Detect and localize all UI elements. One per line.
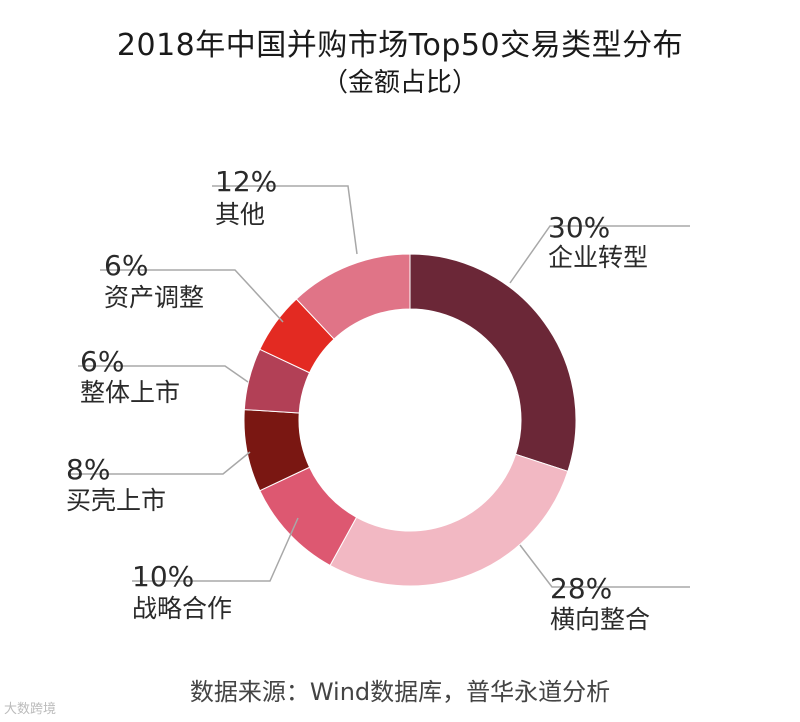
slice-category-label: 整体上市 [80,378,180,407]
donut-slice-2 [329,453,569,587]
leader-line-7 [212,185,358,255]
slice-category-label: 战略合作 [132,594,232,623]
leader-line-6 [100,269,284,323]
slice-percent-label: 10% [132,560,194,593]
slice-percent-label: 8% [66,453,110,486]
leader-line-3 [132,517,299,582]
leader-line-4 [70,451,251,475]
slice-percent-label: 28% [550,572,612,605]
slice-percent-label: 6% [104,249,148,282]
chart-subtitle: （金额占比） [321,68,478,98]
slice-category-label: 其他 [215,200,265,229]
chart-title: 2018年中国并购市场Top50交易类型分布 [116,28,684,63]
watermark: 大数跨境 [4,702,57,717]
leader-line-5 [78,365,249,383]
slice-category-label: 买壳上市 [66,486,166,515]
slice-category-label: 资产调整 [104,283,204,312]
slice-percent-label: 30% [548,211,610,244]
leader-line-1 [509,225,690,284]
slice-percent-label: 12% [215,165,277,198]
donut-slice-1 [409,253,577,472]
slice-category-label: 横向整合 [550,605,650,634]
leader-line-2 [519,544,690,588]
donut-slice-7 [295,253,411,340]
source-note: 数据来源：Wind数据库，普华永道分析 [189,678,611,706]
slice-percent-label: 6% [80,345,124,378]
slice-category-label: 企业转型 [548,243,648,272]
